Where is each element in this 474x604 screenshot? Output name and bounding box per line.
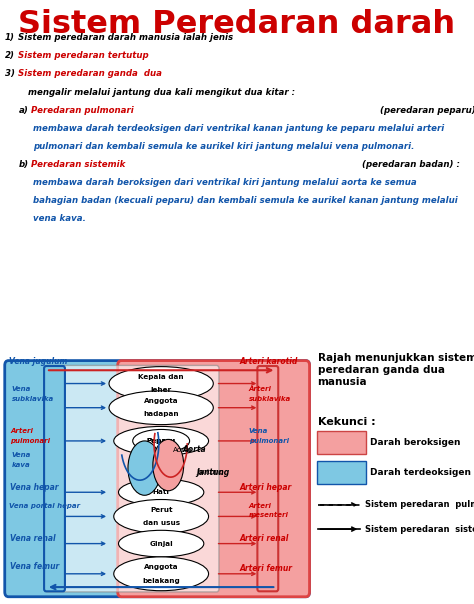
Text: Vena portal hepar: Vena portal hepar xyxy=(9,503,80,509)
Text: subklavika: subklavika xyxy=(12,396,54,402)
Text: Sistem peredaran  sistemik: Sistem peredaran sistemik xyxy=(365,525,474,533)
Text: Sistem peredaran  pulmonari: Sistem peredaran pulmonari xyxy=(365,501,474,509)
Ellipse shape xyxy=(114,426,209,455)
Text: 1): 1) xyxy=(5,33,15,42)
Text: vena kava.: vena kava. xyxy=(33,214,86,223)
Text: Sistem peredaran ganda  dua: Sistem peredaran ganda dua xyxy=(18,69,162,79)
Text: Vena renal: Vena renal xyxy=(10,535,56,543)
Text: Vena: Vena xyxy=(12,386,31,392)
Ellipse shape xyxy=(118,530,204,557)
Text: Kekunci :: Kekunci : xyxy=(318,417,375,427)
Text: a): a) xyxy=(19,106,29,115)
FancyBboxPatch shape xyxy=(45,365,219,592)
Text: Jantung: Jantung xyxy=(197,469,224,475)
Text: Vena hepar: Vena hepar xyxy=(10,483,59,492)
Text: (peredaran badan) :: (peredaran badan) : xyxy=(359,160,460,169)
FancyBboxPatch shape xyxy=(317,461,366,484)
Text: membawa darah beroksigen dari ventrikal kiri jantung melalui aorta ke semua: membawa darah beroksigen dari ventrikal … xyxy=(33,178,417,187)
Text: mesenteri: mesenteri xyxy=(249,512,289,518)
Text: Sistem peredaran darah manusia ialah jenis: Sistem peredaran darah manusia ialah jen… xyxy=(18,33,236,42)
Text: Hati: Hati xyxy=(153,489,170,495)
Text: Vena: Vena xyxy=(249,428,268,434)
Text: 3): 3) xyxy=(5,69,15,79)
Text: Peredaran pulmonari: Peredaran pulmonari xyxy=(31,106,134,115)
Text: b): b) xyxy=(19,160,29,169)
Text: Vena jugulum: Vena jugulum xyxy=(9,357,68,365)
Text: pulmonari dan kembali semula ke aurikel kiri jantung melalui vena pulmonari.: pulmonari dan kembali semula ke aurikel … xyxy=(33,142,415,151)
Text: membawa darah terdeoksigen dari ventrikal kanan jantung ke peparu melalui arteri: membawa darah terdeoksigen dari ventrika… xyxy=(33,124,445,133)
Text: Vena: Vena xyxy=(12,452,31,458)
Text: Darah beroksigen: Darah beroksigen xyxy=(370,439,460,447)
Ellipse shape xyxy=(133,429,190,452)
Text: Sistem Peredaran darah: Sistem Peredaran darah xyxy=(18,9,456,40)
Text: Sistem peredaran tertutup: Sistem peredaran tertutup xyxy=(18,51,149,60)
Text: bahagian badan (kecuali peparu) dan kembali semula ke aurikel kanan jantung mela: bahagian badan (kecuali peparu) dan kemb… xyxy=(33,196,458,205)
Text: Arteri: Arteri xyxy=(10,428,33,434)
FancyBboxPatch shape xyxy=(257,366,278,591)
Text: belakang: belakang xyxy=(142,577,180,583)
Text: pulmonari: pulmonari xyxy=(10,438,50,444)
Text: hadapan: hadapan xyxy=(143,411,179,417)
Ellipse shape xyxy=(128,441,161,495)
Text: Aorta: Aorta xyxy=(173,447,192,453)
Text: Aorta: Aorta xyxy=(182,446,206,454)
Text: Perut: Perut xyxy=(150,507,173,513)
Text: dan usus: dan usus xyxy=(143,520,180,526)
Ellipse shape xyxy=(114,557,209,591)
Text: Vena femur: Vena femur xyxy=(10,562,60,571)
Ellipse shape xyxy=(109,391,213,425)
Text: Peredaran sistemik: Peredaran sistemik xyxy=(31,160,125,169)
Text: subklavika: subklavika xyxy=(249,396,291,402)
Text: Anggota: Anggota xyxy=(144,564,179,570)
FancyBboxPatch shape xyxy=(5,361,310,597)
Text: pulmonari: pulmonari xyxy=(249,438,289,444)
Text: Jantung: Jantung xyxy=(197,468,230,477)
Text: mengalir melalui jantung dua kali mengikut dua kitar :: mengalir melalui jantung dua kali mengik… xyxy=(28,88,296,97)
Text: Arteri karotid: Arteri karotid xyxy=(239,357,298,365)
Text: Arteri: Arteri xyxy=(249,503,272,509)
Text: Anggota: Anggota xyxy=(144,398,179,404)
Text: Arteri femur: Arteri femur xyxy=(239,565,292,573)
Ellipse shape xyxy=(114,500,209,533)
Text: kava: kava xyxy=(12,462,31,468)
Ellipse shape xyxy=(109,367,213,400)
Ellipse shape xyxy=(153,439,183,490)
Ellipse shape xyxy=(118,479,204,506)
Text: Ginjal: Ginjal xyxy=(149,541,173,547)
Text: 2): 2) xyxy=(5,51,15,60)
Text: Rajah menunjukkan sistem
peredaran ganda dua
manusia: Rajah menunjukkan sistem peredaran ganda… xyxy=(318,353,474,387)
Text: Arteri renal: Arteri renal xyxy=(239,535,289,543)
Text: Arteri hepar: Arteri hepar xyxy=(239,483,292,492)
FancyBboxPatch shape xyxy=(44,366,65,591)
Text: leher: leher xyxy=(151,387,172,393)
Text: Peparu: Peparu xyxy=(146,438,176,444)
FancyBboxPatch shape xyxy=(118,361,310,597)
Text: (peredaran peparu) :: (peredaran peparu) : xyxy=(377,106,474,115)
Text: Kepala dan: Kepala dan xyxy=(138,374,184,380)
Text: Arteri: Arteri xyxy=(249,386,272,392)
Text: Darah terdeoksigen: Darah terdeoksigen xyxy=(370,469,471,477)
FancyBboxPatch shape xyxy=(317,431,366,454)
Text: Peparu: Peparu xyxy=(146,438,176,444)
